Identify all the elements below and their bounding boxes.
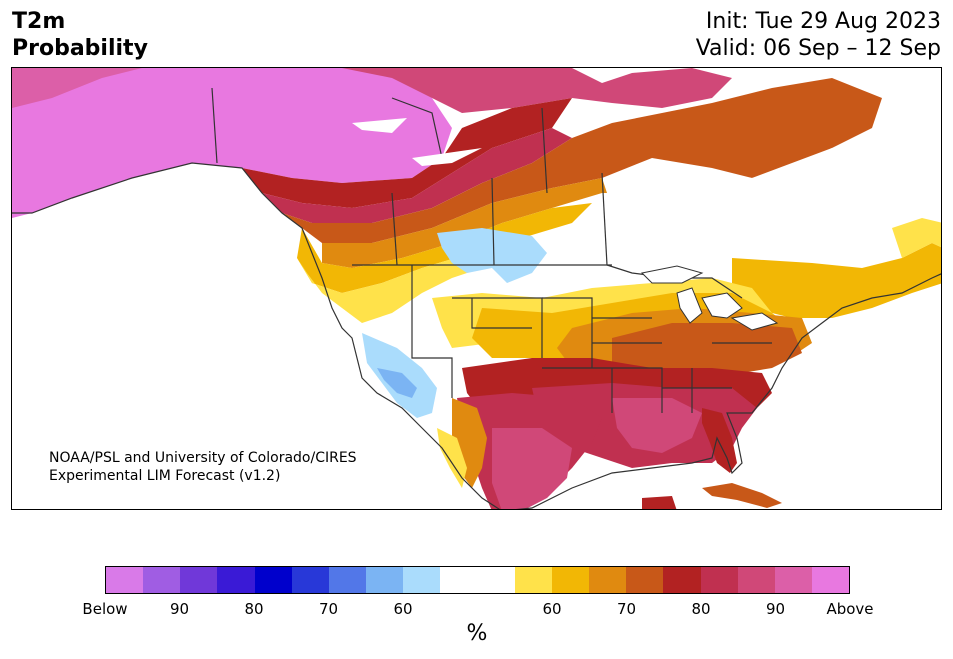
colorbar-cell: [477, 567, 515, 593]
region-baja-yellow: [437, 428, 467, 488]
colorbar-tick-label: 60: [393, 600, 413, 618]
colorbar-tick-label: 70: [616, 600, 637, 618]
valid-range: Valid: 06 Sep – 12 Sep: [695, 36, 941, 61]
region-hispaniola: [642, 496, 677, 509]
colorbar-cell: [626, 567, 664, 593]
colorbar-cell: [551, 567, 590, 593]
ice-patch-1: [352, 118, 407, 133]
region-eastcanada-gold: [732, 243, 941, 318]
colorbar-cell: [811, 567, 850, 593]
colorbar-cell: [180, 567, 218, 593]
colorbar-cell: [589, 567, 627, 593]
region-alaska-edge: [12, 68, 142, 108]
region-hudson-bay: [602, 158, 772, 238]
title-metric: Probability: [12, 36, 148, 61]
credit-line-1: NOAA/PSL and University of Colorado/CIRE…: [49, 450, 357, 466]
credit-text: NOAA/PSL and University of Colorado/CIRE…: [49, 449, 357, 485]
region-canada-orange: [282, 78, 882, 243]
map-panel: [11, 67, 942, 510]
colorbar-tick-label: 90: [169, 600, 190, 618]
colorbar-cell: [700, 567, 738, 593]
region-canada-darkred: [262, 128, 572, 223]
region-arctic-pink: [342, 68, 732, 113]
colorbar-cell: [514, 567, 552, 593]
forecast-dates: Init: Tue 29 Aug 2023 Valid: 06 Sep – 12…: [696, 8, 941, 62]
region-rockies-below: [437, 228, 547, 283]
region-pnw-yellow: [297, 253, 482, 323]
region-southwest-below-deep: [377, 368, 417, 398]
colorbar-cell: [737, 567, 775, 593]
region-gulf-pink: [612, 398, 702, 453]
colorbar-cell: [217, 567, 255, 593]
colorbar-cell: [366, 567, 404, 593]
colorbar-cell: [143, 567, 181, 593]
probability-map: [12, 68, 941, 509]
colorbar-cell: [328, 567, 367, 593]
credit-line-2: Experimental LIM Forecast (v1.2): [49, 468, 281, 484]
colorbar-tick-label: 70: [318, 600, 339, 618]
colorbar-cell: [440, 567, 478, 593]
region-alaska-above: [12, 68, 452, 218]
colorbar-tick-label: 80: [691, 600, 711, 618]
colorbar-tick-label: Above: [826, 600, 874, 618]
ice-patch-2: [412, 148, 482, 166]
great-lakes: [640, 265, 779, 331]
colorbar: [105, 566, 850, 594]
map-title: T2m Probability: [12, 8, 148, 62]
colorbar-tick-label: 60: [542, 600, 562, 618]
region-cuba: [702, 483, 782, 508]
colorbar-cell: [291, 567, 329, 593]
region-florida: [702, 408, 737, 473]
boundaries: [12, 87, 941, 509]
colorbar-tick-label: 90: [765, 600, 786, 618]
colorbar-tick-label: 80: [244, 600, 264, 618]
colorbar-cell: [774, 567, 812, 593]
title-variable: T2m: [12, 9, 66, 34]
colorbar-tick-label: Below: [82, 600, 128, 618]
colorbar-cell: [254, 567, 292, 593]
region-labrador-yellow: [892, 218, 941, 258]
colorbar-cell: [106, 567, 144, 593]
init-date: Init: Tue 29 Aug 2023: [705, 9, 941, 34]
region-mexico-pink: [492, 428, 572, 509]
region-quebec-white: [742, 148, 922, 268]
colorbar-unit: %: [466, 621, 488, 646]
colorbar-cell: [663, 567, 701, 593]
colorbar-cell: [403, 567, 441, 593]
region-canada-red: [242, 98, 572, 208]
